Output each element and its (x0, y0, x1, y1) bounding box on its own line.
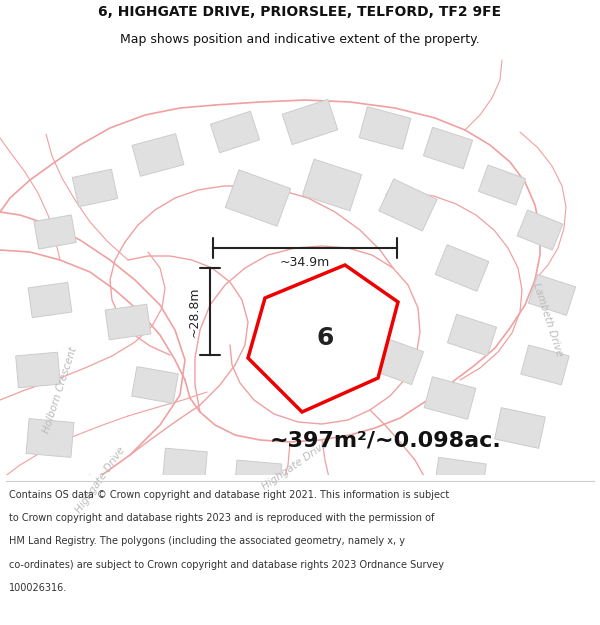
Bar (478, 165, 526, 205)
Text: Highgate Drive: Highgate Drive (260, 439, 330, 491)
Polygon shape (248, 265, 398, 412)
Bar (494, 408, 545, 448)
Bar (132, 367, 178, 403)
Text: HM Land Registry. The polygons (including the associated geometry, namely x, y: HM Land Registry. The polygons (includin… (9, 536, 405, 546)
Bar (80, 475, 136, 521)
Text: Lambeth Drive: Lambeth Drive (532, 282, 565, 358)
Bar (529, 274, 575, 316)
Bar (163, 448, 207, 482)
Text: Highgate Drive: Highgate Drive (73, 445, 127, 515)
Bar (226, 170, 290, 226)
Bar (26, 419, 74, 457)
Text: to Crown copyright and database rights 2023 and is reproduced with the permissio: to Crown copyright and database rights 2… (9, 513, 434, 523)
Bar (320, 282, 380, 334)
Text: 6: 6 (316, 326, 334, 350)
Bar (16, 352, 61, 388)
Bar (132, 134, 184, 176)
Bar (304, 479, 356, 521)
Bar (521, 345, 569, 385)
Bar (211, 111, 260, 152)
Bar (424, 127, 473, 169)
Text: 6, HIGHGATE DRIVE, PRIORSLEE, TELFORD, TF2 9FE: 6, HIGHGATE DRIVE, PRIORSLEE, TELFORD, T… (98, 6, 502, 19)
Bar (73, 169, 118, 207)
Bar (34, 215, 76, 249)
Bar (28, 282, 72, 318)
Bar (517, 210, 563, 250)
Bar (434, 458, 486, 499)
Bar (368, 490, 416, 526)
Bar (282, 99, 338, 144)
Text: ~397m²/~0.098ac.: ~397m²/~0.098ac. (270, 430, 502, 450)
Bar (367, 336, 424, 384)
Bar (151, 478, 199, 518)
Text: Holborn Crescent: Holborn Crescent (41, 346, 79, 434)
Text: co-ordinates) are subject to Crown copyright and database rights 2023 Ordnance S: co-ordinates) are subject to Crown copyr… (9, 560, 444, 570)
Bar (359, 107, 411, 149)
Text: Contains OS data © Crown copyright and database right 2021. This information is : Contains OS data © Crown copyright and d… (9, 490, 449, 500)
Bar (234, 460, 282, 496)
Bar (379, 179, 437, 231)
Bar (424, 377, 476, 419)
Bar (435, 245, 489, 291)
Bar (105, 304, 151, 340)
Bar (302, 159, 362, 211)
Bar (448, 314, 497, 356)
Text: Map shows position and indicative extent of the property.: Map shows position and indicative extent… (120, 32, 480, 46)
Text: ~34.9m: ~34.9m (280, 256, 330, 269)
Text: 100026316.: 100026316. (9, 583, 67, 593)
Text: ~28.8m: ~28.8m (187, 286, 200, 337)
